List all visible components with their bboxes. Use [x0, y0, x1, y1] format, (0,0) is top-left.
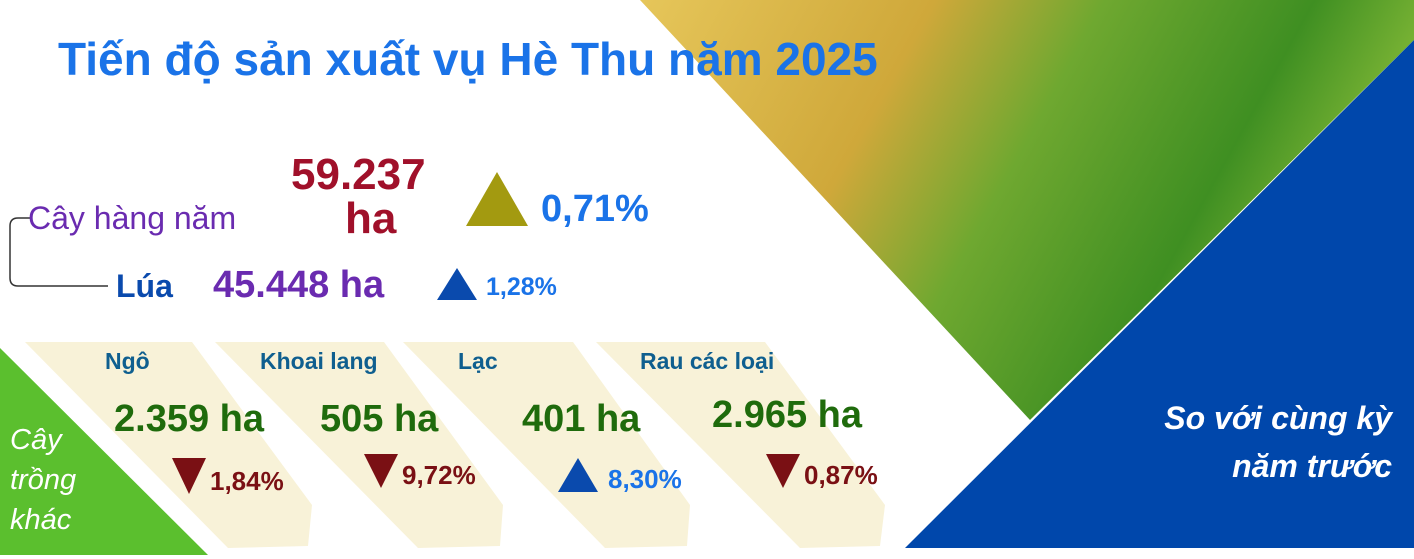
rice-change: 1,28% [486, 273, 557, 301]
crop-change: 9,72% [402, 460, 476, 490]
other-crops-label: Cây trồng khác [10, 424, 77, 536]
annual-value: 59.237 [291, 150, 426, 199]
crop-name: Lạc [458, 348, 498, 374]
side-green-triangle [0, 348, 208, 555]
crop-change: 0,87% [804, 460, 878, 490]
triangle-down-icon [172, 458, 206, 494]
page-title: Tiến độ sản xuất vụ Hè Thu năm 2025 [58, 33, 878, 85]
crop-card-bg [25, 342, 312, 548]
triangle-up-icon [437, 268, 477, 300]
crop-name: Khoai lang [260, 348, 378, 374]
crop-card-bg [403, 342, 690, 548]
annual-unit: ha [345, 194, 397, 243]
triangle-up-icon [466, 172, 528, 226]
annual-label: Cây hàng năm [28, 200, 237, 236]
bracket-line [9, 217, 108, 287]
crop-value: 505 ha [320, 398, 439, 440]
rice-field-image [640, 0, 1414, 420]
triangle-up-icon [558, 458, 598, 492]
triangle-down-icon [364, 454, 398, 488]
rice-label: Lúa [116, 268, 173, 304]
crop-change: 1,84% [210, 466, 284, 496]
crop-name: Ngô [105, 348, 150, 374]
comparison-note: So với cùng kỳ năm trước [1164, 400, 1392, 484]
blue-panel [905, 40, 1414, 548]
crop-value: 2.965 ha [712, 394, 862, 436]
crop-card-bg [215, 342, 503, 548]
crop-card-bg [596, 342, 885, 548]
crop-change: 8,30% [608, 464, 682, 494]
crop-value: 2.359 ha [114, 398, 264, 440]
annual-change: 0,71% [541, 188, 649, 230]
crop-value: 401 ha [522, 398, 641, 440]
rice-value: 45.448 ha [213, 264, 385, 306]
triangle-down-icon [766, 454, 800, 488]
crop-name: Rau các loại [640, 348, 775, 374]
